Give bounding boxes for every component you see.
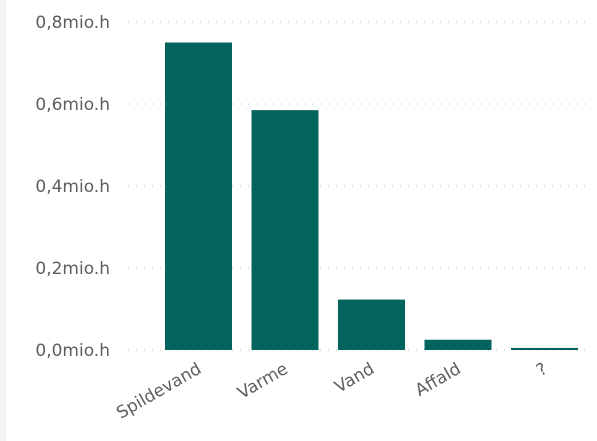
x-tick-label: ? [533, 359, 551, 381]
x-tick-label: Affald [412, 359, 465, 401]
x-tick-label: Varme [234, 359, 291, 404]
bar-spildevand[interactable] [165, 42, 232, 351]
y-tick-label: 0,8mio.h [35, 13, 110, 33]
x-tick-label: Spildevand [113, 359, 205, 423]
y-tick-label: 0,6mio.h [35, 95, 110, 115]
x-tick-label: Vand [331, 359, 378, 397]
bar-affald[interactable] [424, 339, 492, 350]
y-axis-ticks: 0,0mio.h 0,2mio.h 0,4mio.h 0,6mio.h 0,8mio.h [35, 13, 110, 361]
y-tick-label: 0,4mio.h [35, 177, 110, 197]
bar-vand[interactable] [338, 299, 405, 350]
x-axis-ticks: Spildevand Varme Vand Affald? [113, 359, 551, 423]
bars [165, 42, 578, 351]
y-tick-label: 0,2mio.h [35, 259, 110, 279]
bar-unknown[interactable] [511, 347, 578, 350]
panel-edge [0, 0, 6, 441]
y-tick-label: 0,0mio.h [35, 341, 110, 361]
bar-varme[interactable] [251, 110, 319, 351]
